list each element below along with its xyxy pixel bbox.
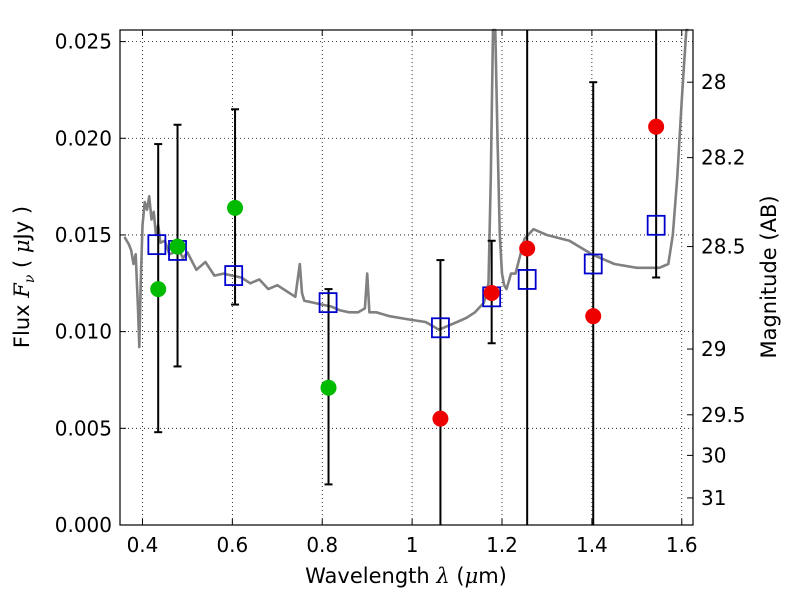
- sed-curve-line: [123, 28, 689, 349]
- axis-label-part: F: [10, 282, 34, 299]
- plot-frame: [119, 29, 694, 526]
- axis-label-part: ν: [22, 274, 38, 283]
- mag-tick-label: 28.5: [701, 235, 746, 259]
- x-tick-label: 1.4: [576, 533, 608, 557]
- red-data-point: [648, 118, 665, 135]
- axis-label-part: μ: [10, 239, 34, 253]
- y-tick-label: 0.005: [55, 416, 112, 440]
- red-data-point: [483, 284, 500, 301]
- red-data-point: [432, 410, 449, 427]
- observed-point-group: [150, 118, 665, 427]
- mag-tick-label: 31: [701, 486, 726, 510]
- green-data-point: [169, 238, 186, 255]
- model-square: [517, 269, 537, 290]
- y-tick-label: 0.000: [55, 513, 112, 537]
- axis-label-part: Jy ): [10, 206, 34, 242]
- model-square: [224, 265, 244, 286]
- tick-group: [120, 30, 693, 526]
- axis-label-part: μ: [465, 564, 479, 588]
- x-axis-label: Wavelength λ (μm): [305, 564, 507, 588]
- axis-label-part: (: [10, 253, 34, 275]
- y-tick-label: 0.010: [55, 320, 112, 344]
- grid: [120, 30, 693, 526]
- axis-label-part: m): [478, 564, 507, 588]
- x-tick-label: 1.6: [666, 533, 698, 557]
- tick-label-group: 0.4 0.6 0.8 1 1.2 1.4 1.6 0.000 0.005 0.010 0.015 0…: [55, 30, 746, 557]
- mag-tick-label: 30: [701, 443, 726, 467]
- red-data-point: [519, 240, 536, 257]
- y-tick-label: 0.020: [55, 126, 112, 150]
- model-square: [147, 234, 167, 256]
- green-data-point: [320, 379, 337, 396]
- y-tick-label: 0.015: [55, 223, 112, 247]
- axis-label-part: Wavelength: [305, 564, 436, 588]
- x-tick-label: 0.4: [127, 533, 159, 557]
- x-tick-label: 1.2: [486, 533, 518, 557]
- y-axis-label: Flux Fν ( μJy ): [10, 206, 38, 348]
- green-data-point: [227, 199, 244, 216]
- sed-curve-group: [123, 28, 689, 349]
- x-tick-label: 0.8: [306, 533, 338, 557]
- mag-tick-label: 28: [701, 70, 726, 94]
- x-tick-label: 0.6: [216, 533, 248, 557]
- axis-label-part: λ: [435, 564, 449, 588]
- green-data-point: [150, 281, 167, 298]
- x-tick-label: 1: [406, 533, 419, 557]
- y2-axis-label: Magnitude (AB): [757, 195, 781, 358]
- model-square: [646, 214, 666, 236]
- model-square: [583, 253, 603, 275]
- errorbar-group: [154, 30, 661, 525]
- mag-tick-label: 29: [701, 337, 726, 361]
- red-data-point: [585, 308, 602, 325]
- axis-label-part: (: [450, 564, 465, 588]
- mag-tick-label: 28.2: [701, 146, 746, 170]
- y-tick-label: 0.025: [55, 30, 112, 54]
- axis-label-part: Flux: [10, 298, 34, 348]
- mag-tick-label: 29.5: [701, 403, 746, 427]
- model-square: [318, 292, 338, 314]
- model-square: [431, 317, 450, 339]
